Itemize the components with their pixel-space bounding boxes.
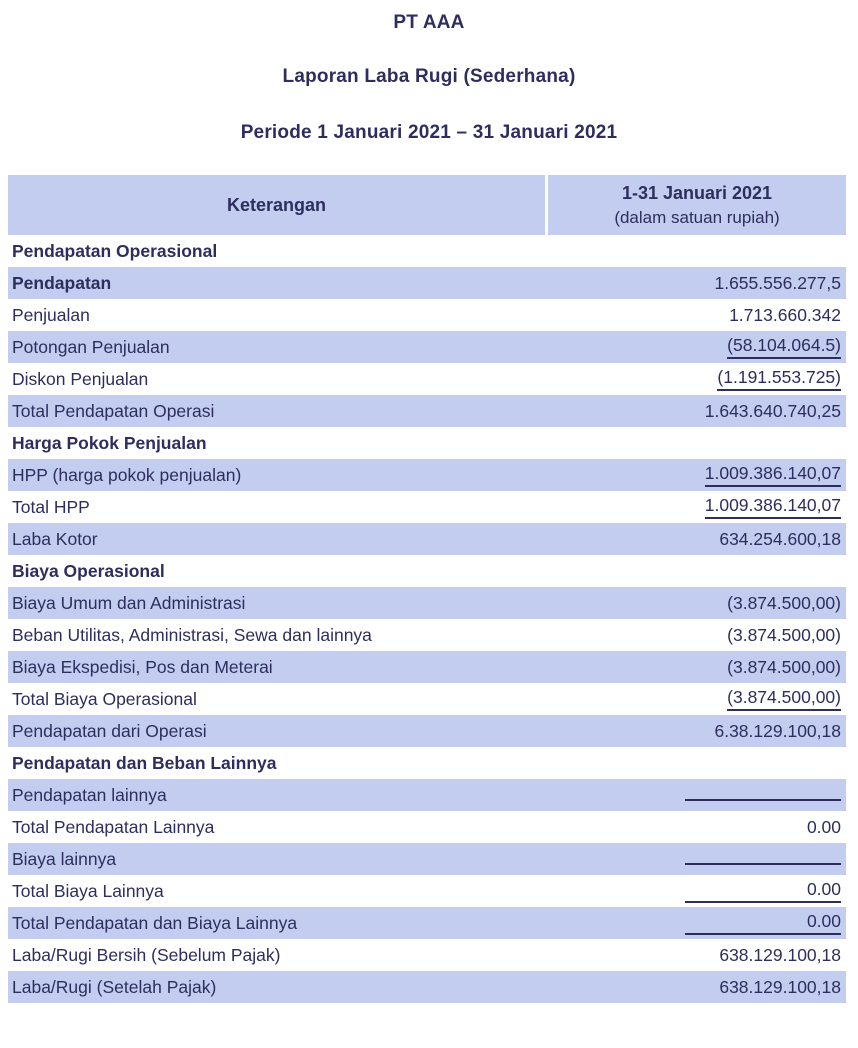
- table-row: Total Pendapatan Lainnya 0.00: [8, 811, 846, 843]
- row-value: 0.00: [685, 911, 846, 935]
- row-label: Pendapatan: [12, 272, 112, 293]
- underlined-value: (58.104.064.5): [727, 335, 841, 359]
- underlined-value: (1.191.553.725): [717, 367, 841, 391]
- table-row: Laba Kotor 634.254.600,18: [8, 523, 846, 555]
- table-row: HPP (harga pokok penjualan) 1.009.386.140…: [8, 459, 846, 491]
- row-value: 1.643.640.740,25: [704, 400, 841, 421]
- header-period-range: 1-31 Januari 2021: [621, 182, 773, 203]
- row-value: 1.009.386.140,07: [704, 495, 846, 519]
- row-label: Pendapatan dan Beban Lainnya: [12, 752, 277, 773]
- underlined-value: 0.00: [685, 911, 841, 935]
- header-column-divider: [545, 175, 548, 235]
- table-row: Pendapatan Operasional: [8, 235, 846, 267]
- row-value: 0.00: [685, 879, 846, 903]
- row-label: Pendapatan lainnya: [12, 784, 167, 805]
- row-label: Total Biaya Lainnya: [12, 880, 164, 901]
- row-value: 1.713.660.342: [729, 304, 841, 325]
- company-name: PT AAA: [393, 12, 465, 33]
- row-value: (3.874.500,00): [727, 656, 841, 677]
- row-label: Total Biaya Operasional: [12, 688, 197, 709]
- row-label: Biaya lainnya: [12, 848, 117, 869]
- income-statement-table: Keterangan 1-31 Januari 2021 (dalam satu…: [8, 175, 846, 1003]
- table-row: Potongan Penjualan (58.104.064.5): [8, 331, 846, 363]
- table-body: Pendapatan Operasional Pendapatan 1.655.55…: [8, 235, 846, 1003]
- row-label: Beban Utilitas, Administrasi, Sewa dan l…: [12, 624, 372, 645]
- table-row: Penjualan 1.713.660.342: [8, 299, 846, 331]
- underlined-value: 1.009.386.140,07: [704, 495, 841, 519]
- table-row: Diskon Penjualan (1.191.553.725): [8, 363, 846, 395]
- table-row: Total Biaya Operasional (3.874.500,00): [8, 683, 846, 715]
- header-keterangan: Keterangan: [226, 194, 327, 215]
- table-header-row: Keterangan 1-31 Januari 2021 (dalam satu…: [8, 175, 846, 235]
- row-value: (58.104.064.5): [727, 335, 846, 359]
- blank-value-line: [685, 862, 841, 865]
- underlined-value: 1.009.386.140,07: [704, 463, 841, 487]
- row-label: Pendapatan dari Operasi: [12, 720, 207, 741]
- row-label: Penjualan: [12, 304, 90, 325]
- row-label: HPP (harga pokok penjualan): [12, 464, 242, 485]
- table-row: Pendapatan 1.655.556.277,5: [8, 267, 846, 299]
- underlined-value: 0.00: [685, 879, 841, 903]
- header-period-unit: (dalam satuan rupiah): [614, 207, 780, 227]
- row-label: Total Pendapatan Lainnya: [12, 816, 215, 837]
- row-label: Laba Kotor: [12, 528, 98, 549]
- report-period: Periode 1 Januari 2021 – 31 Januari 2021: [240, 122, 618, 143]
- table-row: Laba/Rugi (Setelah Pajak) 638.129.100,18: [8, 971, 846, 1003]
- table-row: Biaya Operasional: [8, 555, 846, 587]
- row-label: Pendapatan Operasional: [12, 240, 218, 261]
- row-value: 1.655.556.277,5: [714, 272, 841, 293]
- row-label: Biaya Umum dan Administrasi: [12, 592, 246, 613]
- row-value: (1.191.553.725): [717, 367, 846, 391]
- row-value: [685, 849, 846, 870]
- report-title-block: PT AAA Laporan Laba Rugi (Sederhana) Per…: [0, 0, 858, 144]
- row-value: 6.38.129.100,18: [714, 720, 841, 741]
- header-period: 1-31 Januari 2021 (dalam satuan rupiah): [548, 175, 846, 235]
- row-label: Laba/Rugi Bersih (Sebelum Pajak): [12, 944, 281, 965]
- table-row: Total HPP 1.009.386.140,07: [8, 491, 846, 523]
- table-row: Biaya Ekspedisi, Pos dan Meterai (3.874.5…: [8, 651, 846, 683]
- row-value: 634.254.600,18: [719, 528, 841, 549]
- row-value: 0.00: [806, 816, 841, 837]
- blank-value-line: [685, 798, 841, 801]
- row-label: Biaya Operasional: [12, 560, 165, 581]
- report-name: Laporan Laba Rugi (Sederhana): [282, 66, 576, 87]
- table-row: Pendapatan lainnya: [8, 779, 846, 811]
- table-row: Harga Pokok Penjualan: [8, 427, 846, 459]
- row-value: (3.874.500,00): [727, 592, 841, 613]
- table-row: Total Pendapatan dan Biaya Lainnya 0.00: [8, 907, 846, 939]
- row-label: Diskon Penjualan: [12, 368, 149, 389]
- row-label: Potongan Penjualan: [12, 336, 170, 357]
- table-row: Total Biaya Lainnya 0.00: [8, 875, 846, 907]
- table-row: Biaya Umum dan Administrasi (3.874.500,00…: [8, 587, 846, 619]
- row-value: 1.009.386.140,07: [704, 463, 846, 487]
- row-value: (3.874.500,00): [727, 624, 841, 645]
- row-value: (3.874.500,00): [727, 687, 846, 711]
- row-label: Total Pendapatan Operasi: [12, 400, 215, 421]
- underlined-value: (3.874.500,00): [727, 687, 841, 711]
- table-row: Biaya lainnya: [8, 843, 846, 875]
- row-label: Laba/Rugi (Setelah Pajak): [12, 976, 217, 997]
- row-label: Harga Pokok Penjualan: [12, 432, 207, 453]
- row-value: 638.129.100,18: [719, 944, 841, 965]
- row-label: Biaya Ekspedisi, Pos dan Meterai: [12, 656, 273, 677]
- table-row: Pendapatan dari Operasi 6.38.129.100,18: [8, 715, 846, 747]
- row-label: Total HPP: [12, 496, 90, 517]
- table-row: Total Pendapatan Operasi 1.643.640.740,25: [8, 395, 846, 427]
- row-value: [685, 785, 846, 806]
- row-label: Total Pendapatan dan Biaya Lainnya: [12, 912, 298, 933]
- row-value: 638.129.100,18: [719, 976, 841, 997]
- table-row: Pendapatan dan Beban Lainnya: [8, 747, 846, 779]
- table-row: Laba/Rugi Bersih (Sebelum Pajak) 638.129.…: [8, 939, 846, 971]
- table-row: Beban Utilitas, Administrasi, Sewa dan l…: [8, 619, 846, 651]
